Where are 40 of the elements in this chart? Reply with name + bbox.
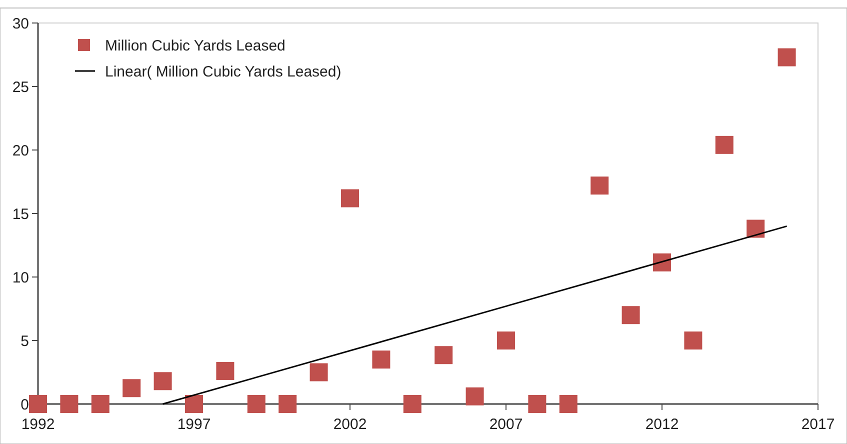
point <box>559 395 578 413</box>
point <box>684 332 702 350</box>
y-tick-label: 25 <box>12 78 29 96</box>
x-tick-label: 2012 <box>645 416 679 433</box>
y-tick-label: 10 <box>12 269 29 286</box>
point <box>622 306 640 324</box>
point <box>247 395 266 413</box>
x-tick-label: 1997 <box>177 416 211 433</box>
point <box>715 136 734 154</box>
point <box>341 189 359 208</box>
x-tick-label: 2017 <box>801 416 835 433</box>
legend-label: Linear( Million Cubic Yards Leased) <box>105 63 342 80</box>
point <box>497 332 515 350</box>
point <box>746 220 765 238</box>
point <box>653 253 671 272</box>
point <box>590 176 609 195</box>
point <box>528 395 546 413</box>
point <box>29 395 47 413</box>
point <box>91 395 110 413</box>
point <box>216 362 234 380</box>
y-tick-label: 0 <box>20 396 29 414</box>
point <box>60 395 78 413</box>
point <box>278 395 297 413</box>
y-tick-label: 20 <box>12 142 29 160</box>
point <box>372 350 390 369</box>
y-tick-label: 15 <box>12 206 29 223</box>
point <box>122 379 141 398</box>
x-tick-label: 2007 <box>489 416 523 433</box>
point <box>310 363 328 382</box>
point <box>778 48 796 66</box>
y-tick-label: 30 <box>12 15 29 32</box>
point <box>466 387 484 406</box>
legend-label: Million Cubic Yards Leased <box>105 37 286 54</box>
point <box>403 395 422 413</box>
x-tick-label: 2002 <box>333 416 367 433</box>
x-tick-label: 1992 <box>21 416 55 433</box>
point <box>434 346 453 364</box>
point <box>154 372 172 390</box>
point <box>185 395 203 413</box>
y-tick-label: 5 <box>20 332 29 350</box>
